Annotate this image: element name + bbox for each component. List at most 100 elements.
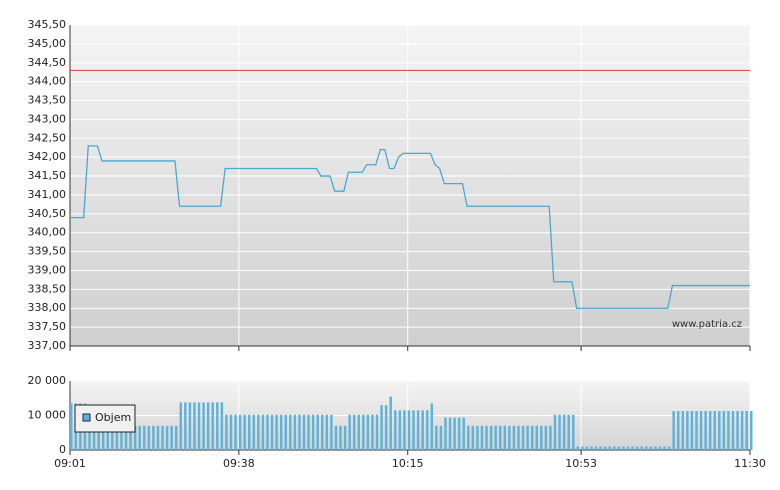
volume-bar	[88, 425, 91, 450]
volume-bar	[70, 403, 73, 450]
volume-bar	[334, 425, 338, 450]
volume-bar	[366, 414, 370, 450]
volume-bar	[170, 425, 173, 450]
volume-bar	[718, 411, 721, 450]
volume-bar	[572, 414, 575, 450]
volume-bar	[343, 425, 347, 450]
x-tick-label: 09:38	[223, 457, 255, 470]
y-tick-label: 338,50	[28, 282, 67, 295]
volume-bar	[567, 414, 570, 450]
volume-bar	[540, 425, 543, 450]
volume-bar	[558, 414, 561, 450]
volume-bar	[708, 411, 712, 450]
volume-bar	[165, 425, 169, 450]
volume-bar	[161, 425, 164, 450]
price-plot-area	[70, 25, 750, 346]
x-tick-label: 10:15	[392, 457, 424, 470]
volume-bar	[435, 425, 438, 450]
volume-bar	[115, 425, 119, 450]
volume-bar	[585, 446, 589, 450]
volume-bar	[681, 411, 685, 450]
volume-bar	[362, 414, 365, 450]
volume-bar	[311, 414, 315, 450]
volume-bar	[626, 446, 630, 450]
volume-bar	[581, 446, 584, 450]
volume-bar	[261, 414, 265, 450]
y-tick-label: 0	[59, 443, 66, 456]
x-tick-label: 10:53	[565, 457, 597, 470]
volume-bar	[530, 425, 534, 450]
volume-bar	[293, 414, 297, 450]
volume-bar	[544, 425, 548, 450]
y-tick-label: 339,50	[28, 245, 67, 258]
volume-bar	[663, 446, 666, 450]
volume-bar	[197, 402, 201, 450]
volume-bar	[238, 414, 242, 450]
volume-bar	[298, 414, 301, 450]
y-tick-label: 338,00	[28, 301, 67, 314]
volume-bar	[129, 425, 132, 450]
volume-bar	[138, 425, 141, 450]
x-tick-label: 11:30	[734, 457, 766, 470]
volume-bar	[252, 414, 256, 450]
volume-bar	[704, 411, 707, 450]
volume-bar	[722, 411, 726, 450]
volume-bar	[608, 446, 612, 450]
volume-bar	[508, 425, 511, 450]
volume-bar	[613, 446, 616, 450]
volume-bar	[676, 411, 680, 450]
volume-bar	[101, 425, 105, 450]
volume-bar	[352, 414, 356, 450]
volume-bar	[234, 414, 237, 450]
volume-bar	[649, 446, 653, 450]
volume-bar	[257, 414, 260, 450]
y-tick-label: 344,50	[28, 56, 67, 69]
volume-bar	[562, 414, 566, 450]
volume-bar	[713, 411, 716, 450]
volume-bar	[549, 425, 552, 450]
volume-bar	[750, 411, 753, 450]
volume-bar	[216, 402, 219, 450]
volume-bar	[412, 410, 415, 450]
volume-bar	[124, 425, 128, 450]
volume-bar	[275, 414, 278, 450]
volume-bar	[489, 425, 493, 450]
volume-bar	[152, 425, 155, 450]
volume-bar	[143, 425, 146, 450]
y-tick-label: 343,00	[28, 112, 67, 125]
y-tick-label: 20 000	[28, 374, 67, 387]
volume-bar	[348, 414, 351, 450]
volume-bar	[416, 410, 420, 450]
volume-bar	[503, 425, 507, 450]
volume-bar	[279, 414, 283, 450]
volume-bar	[645, 446, 648, 450]
y-tick-label: 343,50	[28, 94, 67, 107]
y-tick-label: 342,00	[28, 150, 67, 163]
volume-bar	[316, 414, 319, 450]
volume-bar	[622, 446, 625, 450]
volume-bar	[147, 425, 151, 450]
volume-bar	[457, 417, 461, 450]
volume-bar	[243, 414, 246, 450]
volume-bar	[247, 414, 251, 450]
volume-bar	[425, 410, 429, 450]
volume-bar	[330, 414, 333, 450]
y-tick-label: 341,00	[28, 188, 67, 201]
volume-bar	[635, 446, 639, 450]
legend-swatch	[82, 413, 91, 422]
volume-bar	[590, 446, 593, 450]
volume-bar	[384, 405, 388, 450]
volume-bar	[699, 411, 703, 450]
legend: Objem	[74, 404, 136, 433]
volume-bar	[220, 402, 224, 450]
y-tick-label: 344,00	[28, 75, 67, 88]
volume-bar	[686, 411, 689, 450]
volume-bar	[453, 417, 456, 450]
volume-bar	[92, 425, 96, 450]
volume-bar	[599, 446, 602, 450]
y-tick-label: 340,50	[28, 207, 67, 220]
legend-box	[74, 404, 136, 433]
volume-bar	[462, 417, 465, 450]
volume-bar	[617, 446, 621, 450]
volume-bar	[270, 414, 274, 450]
